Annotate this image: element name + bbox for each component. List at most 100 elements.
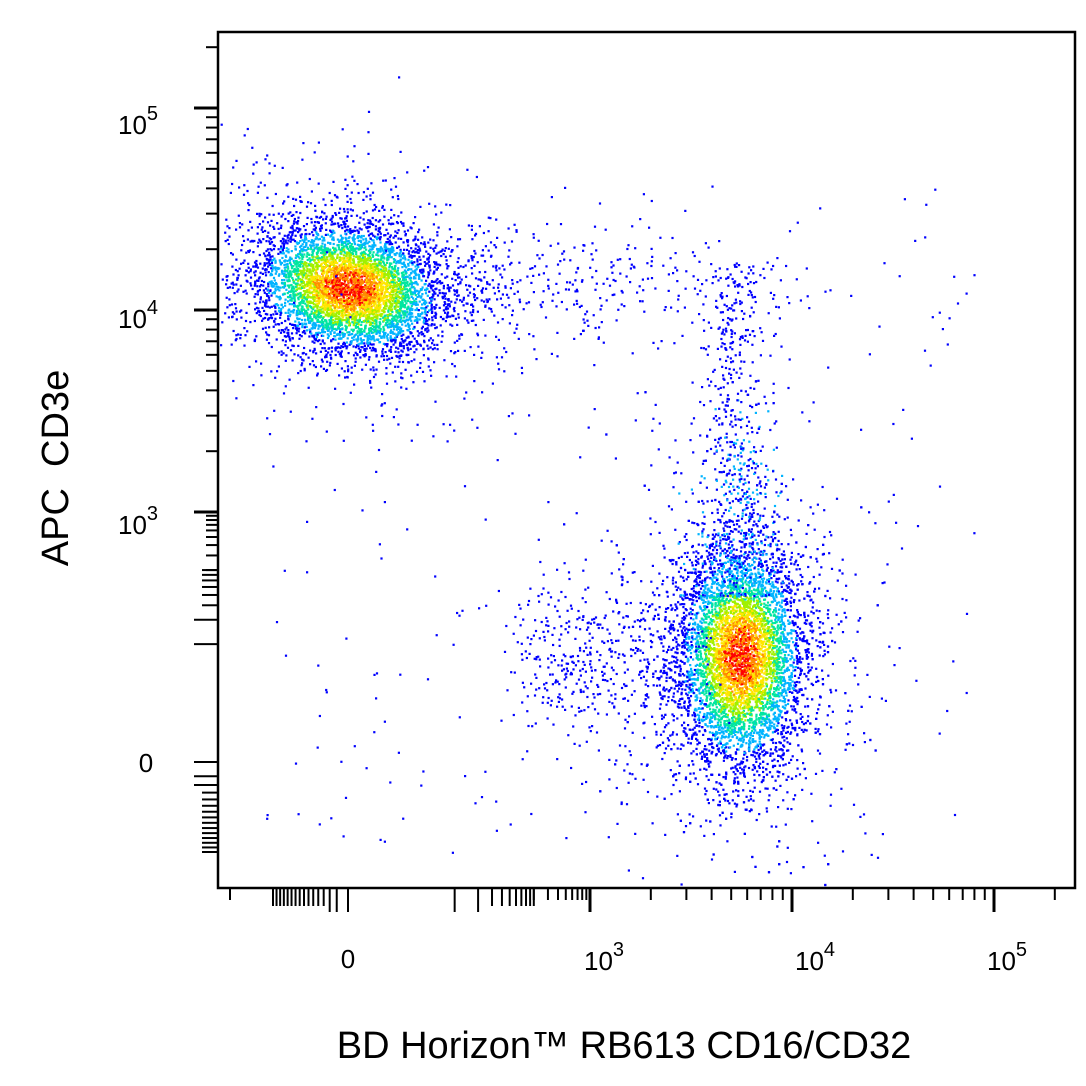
event-dot — [293, 293, 297, 296]
event-dot — [438, 306, 441, 309]
event-dot — [315, 292, 318, 295]
event-dot — [235, 159, 238, 162]
event-dot — [470, 319, 473, 322]
event-dot — [432, 250, 436, 253]
event-dot — [323, 246, 326, 249]
event-dot — [363, 312, 366, 315]
event-dot — [410, 293, 413, 296]
event-dot — [317, 260, 320, 264]
event-dot — [232, 166, 235, 169]
event-dot — [339, 266, 342, 269]
event-dot — [319, 297, 322, 300]
event-dot — [339, 306, 343, 309]
event-dot — [412, 345, 415, 348]
event-dot — [384, 273, 387, 276]
event-dot — [449, 315, 452, 318]
event-dot — [372, 349, 376, 352]
event-dot — [274, 268, 277, 271]
event-dot — [314, 238, 317, 241]
event-dot — [240, 262, 243, 265]
event-dot — [454, 351, 457, 354]
event-dot — [328, 262, 331, 265]
event-dot — [268, 240, 271, 243]
event-dot — [392, 273, 395, 276]
event-dot — [355, 322, 358, 325]
event-dot — [375, 323, 378, 326]
event-dot — [378, 282, 381, 285]
event-dot — [313, 228, 317, 231]
event-dot — [342, 269, 345, 272]
event-dot — [346, 375, 349, 379]
event-dot — [317, 311, 320, 314]
event-dot — [261, 230, 264, 233]
event-dot — [315, 286, 318, 289]
event-dot — [385, 278, 388, 281]
event-dot — [381, 223, 385, 226]
event-dot — [391, 246, 394, 249]
event-dot — [399, 281, 402, 284]
event-dot — [308, 278, 311, 281]
event-dot — [306, 314, 309, 317]
event-dot — [318, 286, 321, 289]
event-dot — [365, 248, 368, 251]
event-dot — [290, 238, 293, 241]
event-dot — [311, 287, 314, 290]
event-dot — [283, 234, 286, 237]
event-dot — [332, 180, 335, 183]
event-dot — [277, 227, 280, 230]
event-dot — [369, 327, 373, 330]
event-dot — [475, 175, 478, 179]
event-dot — [330, 357, 333, 360]
event-dot — [314, 273, 318, 276]
event-dot — [265, 257, 268, 261]
event-dot — [339, 239, 342, 242]
event-dot — [315, 331, 318, 335]
event-dot — [360, 236, 363, 239]
event-dot — [401, 289, 404, 292]
event-dot — [297, 241, 300, 245]
event-dot — [434, 316, 437, 319]
event-dot — [266, 262, 269, 265]
event-dot — [389, 234, 392, 237]
event-dot — [297, 279, 300, 282]
event-dot — [312, 312, 315, 315]
event-dot — [397, 267, 400, 270]
event-dot — [431, 285, 434, 288]
event-dot — [253, 271, 256, 274]
event-dot — [358, 276, 361, 279]
event-dot — [305, 255, 308, 258]
event-dot — [318, 216, 321, 219]
event-dot — [390, 265, 393, 269]
event-dot — [278, 298, 281, 301]
event-dot — [312, 306, 315, 309]
event-dot — [315, 406, 318, 409]
event-dot — [347, 324, 350, 327]
event-dot — [420, 327, 423, 330]
event-dot — [395, 333, 399, 336]
event-dot — [354, 288, 357, 291]
event-dot — [398, 255, 401, 258]
event-dot — [303, 367, 306, 370]
event-dot — [329, 294, 332, 298]
event-dot — [256, 232, 259, 235]
event-dot — [380, 287, 383, 290]
event-dot — [417, 291, 420, 294]
event-dot — [342, 276, 345, 279]
event-dot — [311, 264, 314, 267]
event-dot — [284, 269, 287, 272]
event-dot — [224, 240, 227, 243]
event-dot — [276, 288, 279, 291]
event-dot — [407, 295, 410, 298]
event-dot — [394, 230, 397, 233]
event-dot — [590, 253, 593, 256]
event-dot — [409, 307, 413, 310]
event-dot — [367, 110, 371, 113]
event-dot — [289, 410, 292, 413]
event-dot — [316, 340, 319, 343]
event-dot — [417, 238, 420, 241]
event-dot — [390, 306, 393, 309]
event-dot — [312, 308, 315, 311]
event-dot — [327, 249, 330, 252]
event-dot — [293, 297, 296, 300]
event-dot — [284, 344, 287, 347]
